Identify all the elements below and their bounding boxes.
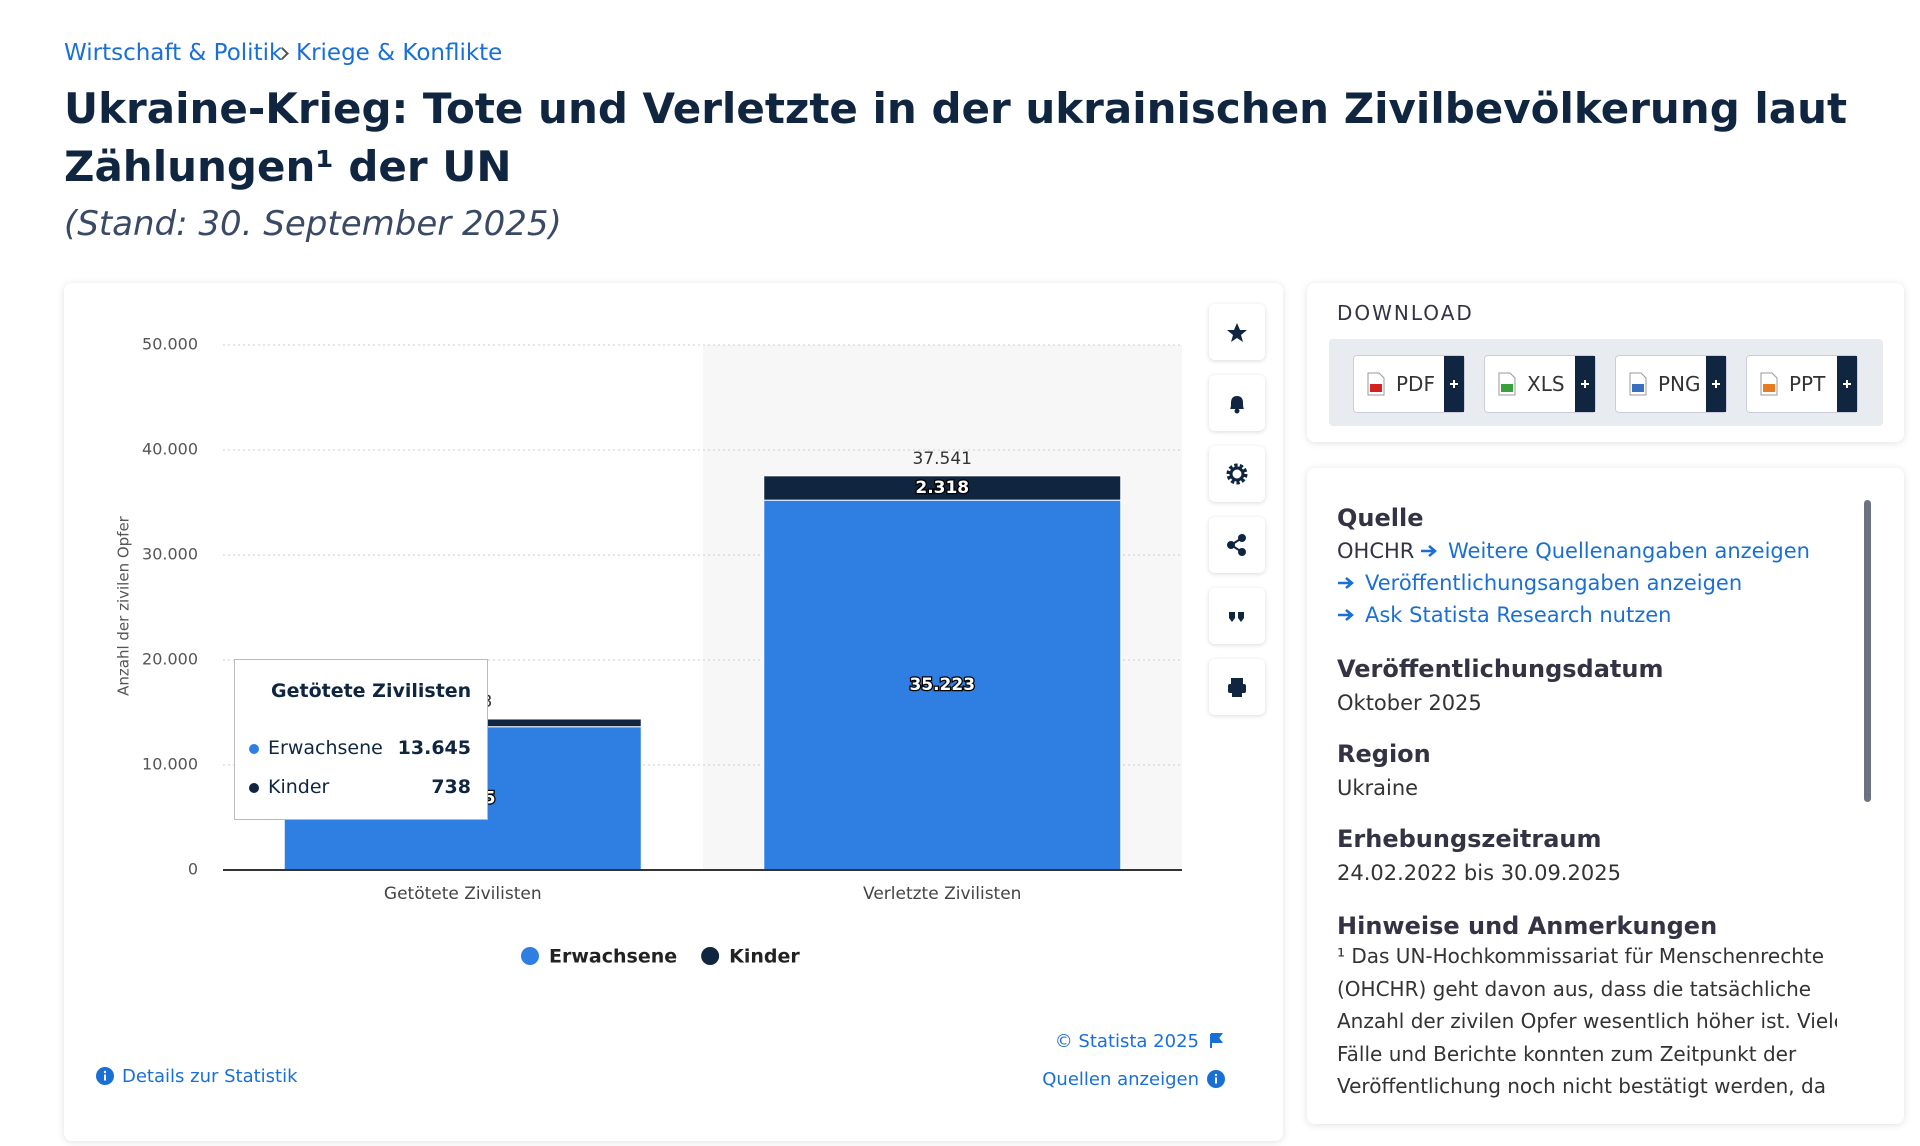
- breadcrumb-link[interactable]: Kriege & Konflikte: [296, 40, 503, 66]
- page-subtitle: (Stand: 30. September 2025): [64, 204, 562, 244]
- sources-text: Quellen anzeigen: [1042, 1069, 1199, 1090]
- info-heading: Region: [1337, 740, 1431, 768]
- tooltip-dot: [249, 783, 259, 793]
- info-link[interactable]: Ask Statista Research nutzen: [1337, 603, 1671, 627]
- source-name: OHCHR: [1337, 539, 1415, 563]
- favorite-button[interactable]: [1209, 304, 1265, 360]
- copyright-text: © Statista 2025: [1054, 1031, 1199, 1052]
- info-link-text: Veröffentlichungsangaben anzeigen: [1365, 571, 1743, 595]
- download-button[interactable]: PNG: [1615, 355, 1727, 413]
- settings-button[interactable]: [1209, 446, 1265, 502]
- info-link[interactable]: Weitere Quellenangaben anzeigen: [1420, 539, 1810, 563]
- info-heading: Quelle: [1337, 504, 1424, 532]
- scrollbar: [1864, 500, 1871, 802]
- info-heading: Hinweise und Anmerkungen: [1337, 912, 1718, 940]
- download-label: PPT: [1789, 372, 1826, 396]
- notes: ¹ Das UN-Hochkommissariat für Menschenre…: [1337, 944, 1837, 1102]
- note-line: Veröffentlichung noch nicht bestätigt we…: [1337, 1074, 1826, 1098]
- note-line: (OHCHR) geht davon aus, dass die tatsäch…: [1337, 976, 1812, 1001]
- info-text: 24.02.2022 bis 30.09.2025: [1337, 861, 1621, 885]
- tooltip-title: Getötete Zivilisten: [271, 680, 472, 702]
- note-line: ¹ Das UN-Hochkommissariat für Menschenre…: [1337, 944, 1825, 968]
- print-button[interactable]: [1209, 659, 1265, 715]
- tooltip-dot: [249, 744, 259, 754]
- details-link[interactable]: Details zur Statistik: [96, 1066, 298, 1087]
- details-text: Details zur Statistik: [122, 1066, 298, 1087]
- download-label: XLS: [1527, 372, 1565, 396]
- download-button[interactable]: PPT: [1746, 355, 1858, 413]
- tooltip-series: Erwachsene: [268, 737, 383, 759]
- info-link[interactable]: Veröffentlichungsangaben anzeigen: [1337, 571, 1742, 595]
- info-link-text: Ask Statista Research nutzen: [1365, 603, 1672, 627]
- tooltip-value: 738: [431, 776, 471, 798]
- download-label: PNG: [1658, 372, 1701, 396]
- info-source: OHCHR: [1337, 539, 1414, 563]
- share-button[interactable]: [1209, 517, 1265, 573]
- download-title: DOWNLOAD: [1337, 301, 1474, 325]
- notify-button[interactable]: [1209, 375, 1265, 431]
- note-line: Anzahl der zivilen Opfer wesentlich höhe…: [1337, 1009, 1837, 1033]
- info-heading: Erhebungszeitraum: [1337, 825, 1602, 853]
- download-button[interactable]: PDF: [1353, 355, 1465, 413]
- cite-button[interactable]: [1209, 588, 1265, 644]
- tooltip-series: Kinder: [268, 776, 330, 798]
- sources-link[interactable]: Quellen anzeigen: [1042, 1069, 1225, 1090]
- info-text: Oktober 2025: [1337, 691, 1482, 715]
- page-title: Ukraine-Krieg: Tote und Verletzte in der…: [64, 84, 1848, 191]
- note-line: Fälle und Berichte konnten zum Zeitpunkt…: [1337, 1041, 1797, 1066]
- breadcrumb-link[interactable]: Wirtschaft & Politik: [64, 40, 283, 66]
- info-heading: Veröffentlichungsdatum: [1337, 655, 1664, 683]
- tooltip: Getötete Zivilisten Erwachsene 13.645 Ki…: [234, 659, 488, 820]
- copyright[interactable]: © Statista 2025: [1055, 1031, 1225, 1052]
- info-link-text: Weitere Quellenangaben anzeigen: [1448, 539, 1810, 563]
- info-card: [1307, 468, 1904, 1124]
- download-button[interactable]: XLS: [1484, 355, 1596, 413]
- download-label: PDF: [1396, 372, 1435, 396]
- tooltip-value: 13.645: [397, 737, 471, 759]
- info-text: Ukraine: [1337, 776, 1419, 800]
